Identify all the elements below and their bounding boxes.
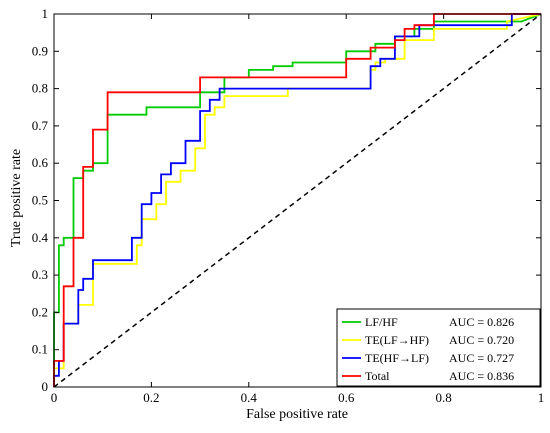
y-tick-label: 1 (42, 6, 49, 21)
y-tick-label: 0.6 (32, 155, 49, 170)
legend-auc-label: AUC = 0.826 (449, 315, 514, 329)
roc-series-3 (53, 13, 541, 387)
chance-reference-line (53, 13, 542, 388)
legend-auc-label: AUC = 0.727 (449, 351, 514, 365)
legend-series-name: TE(LF→HF) (365, 333, 429, 347)
y-tick-label: 0.2 (32, 304, 48, 319)
legend-series-name: Total (365, 369, 390, 383)
x-tick-label: 0.2 (143, 390, 159, 405)
y-tick-label: 0.9 (32, 43, 48, 58)
legend-series-name: TE(HF→LF) (365, 351, 429, 365)
x-axis-title: False positive rate (246, 407, 348, 422)
x-tick-label: 1 (538, 390, 545, 405)
legend-auc-label: AUC = 0.720 (449, 333, 514, 347)
x-tick-label: 0.4 (241, 390, 258, 405)
roc-series-4 (53, 13, 541, 387)
legend: LF/HF AUC = 0.826 TE(LF→HF) AUC = 0.720 TE(H… (336, 308, 541, 387)
y-tick-label: 0.4 (32, 230, 49, 245)
roc-curves (53, 13, 542, 387)
y-tick-label: 0.1 (32, 342, 48, 357)
x-tick-label: 0.6 (338, 390, 355, 405)
legend-series-name: LF/HF (365, 315, 398, 329)
y-axis-title: True positive rate (9, 149, 24, 247)
x-axis-ticks: 0 0.2 0.4 0.6 0.8 1 (51, 14, 545, 405)
y-tick-label: 0.7 (32, 118, 49, 133)
x-tick-label: 0 (51, 390, 58, 405)
y-tick-label: 0.3 (32, 267, 48, 282)
x-tick-label: 0.8 (435, 390, 451, 405)
y-axis-ticks: 0 0.1 0.2 0.3 0.4 0.5 0.6 0.7 0.8 0.9 1 (32, 6, 541, 394)
legend-auc-label: AUC = 0.836 (449, 369, 514, 383)
y-tick-label: 0 (42, 379, 49, 394)
legend-box (336, 308, 541, 387)
y-tick-label: 0.5 (32, 193, 48, 208)
y-tick-label: 0.8 (32, 81, 48, 96)
